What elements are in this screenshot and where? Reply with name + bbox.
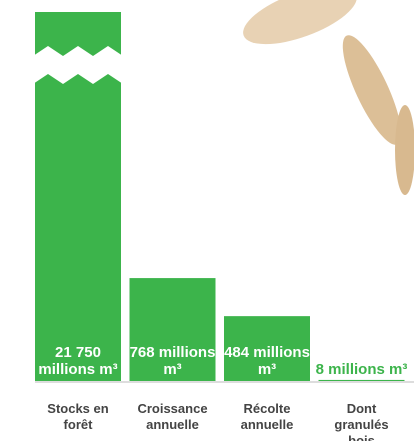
category-label: Croissance annuelle — [137, 401, 208, 432]
value-label: 8 millions m³ — [315, 360, 408, 378]
bar — [318, 379, 405, 381]
category-label: Dont granulés bois — [334, 401, 389, 441]
bar — [224, 316, 310, 381]
category-label: Stocks en forêt — [47, 401, 109, 432]
decoration — [395, 105, 414, 195]
value-label: 484 millions m³ — [224, 344, 310, 378]
value-label: 21 750 millions m³ — [38, 344, 118, 378]
axis-break — [33, 46, 123, 84]
decoration — [342, 35, 402, 145]
value-label: 768 millions m³ — [129, 344, 216, 378]
category-label: Récolte annuelle — [240, 401, 294, 432]
decoration — [243, 0, 357, 45]
bar — [129, 278, 216, 381]
